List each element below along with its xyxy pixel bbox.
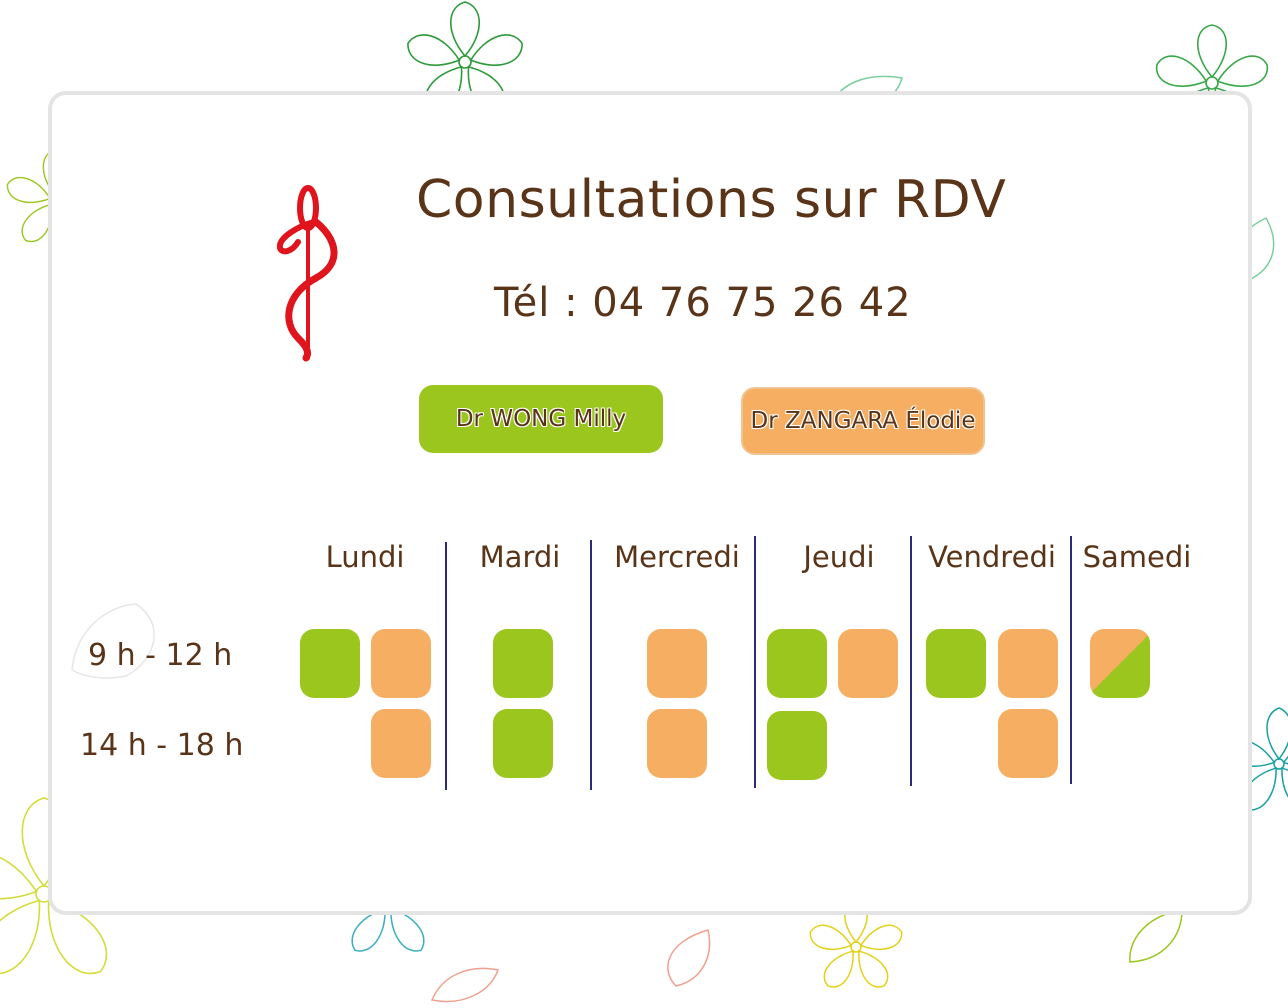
phone-number: Tél : 04 76 75 26 42 <box>494 280 912 326</box>
slot-mercredi-afternoon-zangara <box>647 709 707 778</box>
slot-lundi-morning-wong <box>300 629 360 698</box>
petal-icon <box>71 603 155 679</box>
caduceus-icon <box>276 185 338 362</box>
slot-jeudi-afternoon-wong <box>767 711 827 780</box>
slot-lundi-morning-zangara <box>371 629 431 698</box>
page-title: Consultations sur RDV <box>416 170 1007 230</box>
schedule-card <box>48 91 1252 915</box>
day-samedi: Samedi <box>1082 540 1192 574</box>
day-mardi: Mardi <box>479 540 561 574</box>
slot-mardi-morning-wong <box>493 629 553 698</box>
petal-icon <box>667 929 711 987</box>
petal-icon <box>1129 909 1183 963</box>
day-vendredi: Vendredi <box>928 540 1056 574</box>
time-morning: 9 h - 12 h <box>88 638 233 673</box>
slot-lundi-afternoon-zangara <box>371 709 431 778</box>
time-afternoon: 14 h - 18 h <box>80 728 244 763</box>
slot-mardi-afternoon-wong <box>493 709 553 778</box>
petal-icon <box>430 967 500 1003</box>
slot-jeudi-morning-wong <box>767 629 827 698</box>
day-separator <box>445 542 447 790</box>
doctor-zangara-button[interactable]: Dr ZANGARA Élodie <box>741 387 985 455</box>
slot-vendredi-morning-zangara <box>998 629 1058 698</box>
day-separator <box>910 536 912 786</box>
day-separator <box>1070 536 1072 784</box>
day-jeudi: Jeudi <box>803 540 875 574</box>
day-mercredi: Mercredi <box>614 540 740 574</box>
slot-vendredi-morning-wong <box>926 629 986 698</box>
slot-vendredi-afternoon-zangara <box>998 709 1058 778</box>
day-lundi: Lundi <box>325 540 405 574</box>
slot-samedi-morning-split <box>1090 629 1150 698</box>
doctor-wong-button[interactable]: Dr WONG Milly <box>419 385 663 453</box>
slot-jeudi-morning-zangara <box>838 629 898 698</box>
slot-mercredi-morning-zangara <box>647 629 707 698</box>
day-separator <box>590 540 592 790</box>
day-separator <box>754 536 756 788</box>
